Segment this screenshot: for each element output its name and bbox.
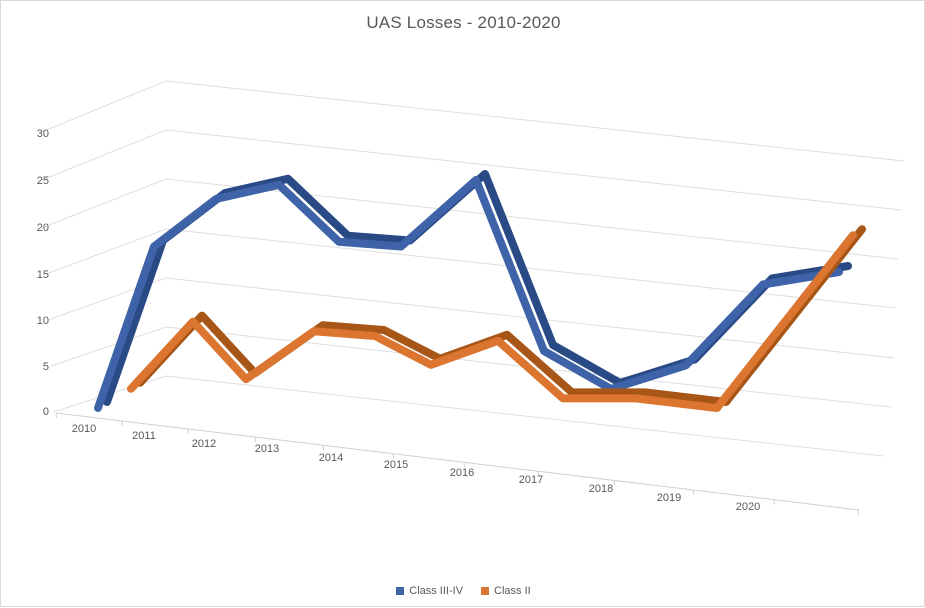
category-axis (55, 412, 860, 515)
legend-item-class-iii-iv: Class III-IV (396, 585, 463, 597)
category-axis-line (55, 412, 860, 511)
x-tick-label: 2020 (736, 501, 760, 513)
y-tick-label: 30 (37, 128, 49, 140)
y-axis-labels: 0 5 10 15 20 25 30 (37, 128, 49, 418)
series-line-class-iii-iv (94, 170, 852, 412)
category-axis-tick (692, 489, 695, 496)
series-line-class-iii-iv-front-face (94, 176, 843, 412)
x-tick-label: 2017 (519, 474, 543, 486)
y-tick-label: 5 (43, 361, 49, 373)
category-axis-tick (463, 462, 466, 468)
category-axis-tick (55, 412, 58, 419)
x-axis-labels: 2010 2011 2012 2013 2014 2015 2016 2017 2018 2019… (72, 423, 760, 513)
category-axis-tick (773, 499, 776, 505)
x-tick-label: 2014 (319, 452, 343, 464)
category-axis-tick (613, 480, 616, 486)
legend-label-class-iii-iv: Class III-IV (409, 585, 464, 597)
legend-item-class-ii: Class II (481, 585, 531, 597)
legend-label-class-ii: Class II (494, 585, 531, 597)
y-tick-label: 15 (37, 269, 49, 281)
category-axis-tick (187, 428, 190, 435)
y-tick-label: 20 (37, 222, 49, 234)
x-tick-label: 2010 (72, 423, 96, 435)
gridline-10 (47, 277, 895, 359)
x-tick-label: 2013 (255, 443, 279, 455)
category-axis-tick (857, 509, 860, 515)
category-axis-tick (537, 471, 540, 477)
series-line-class-iii-iv-depth-face (103, 170, 852, 406)
gridline-30 (38, 80, 905, 162)
chart-title: UAS Losses - 2010-2020 (366, 13, 561, 32)
x-tick-label: 2012 (192, 438, 216, 450)
series-line-class-ii (127, 225, 866, 412)
y-tick-label: 25 (37, 175, 49, 187)
x-tick-label: 2015 (384, 459, 408, 471)
legend-swatch-class-iii-iv-icon (396, 587, 405, 595)
category-axis-tick (392, 453, 395, 459)
category-axis-tick (254, 436, 257, 443)
gridline-20 (43, 178, 899, 260)
x-tick-label: 2019 (657, 492, 681, 504)
category-axis-tick (322, 445, 325, 451)
gridline-15 (45, 228, 897, 309)
gridlines-group (38, 80, 905, 457)
y-tick-label: 0 (43, 406, 49, 418)
x-tick-label: 2011 (132, 430, 156, 442)
legend: Class III-IV Class II (1, 585, 925, 597)
legend-swatch-class-ii-icon (481, 587, 490, 595)
category-axis-tick (121, 420, 124, 427)
series-line-class-ii-front-face (127, 231, 857, 412)
y-tick-label: 10 (37, 315, 49, 327)
x-tick-label: 2018 (589, 483, 613, 495)
x-tick-label: 2016 (450, 467, 474, 479)
gridline-25 (41, 129, 902, 211)
gridline-0 (52, 375, 884, 457)
